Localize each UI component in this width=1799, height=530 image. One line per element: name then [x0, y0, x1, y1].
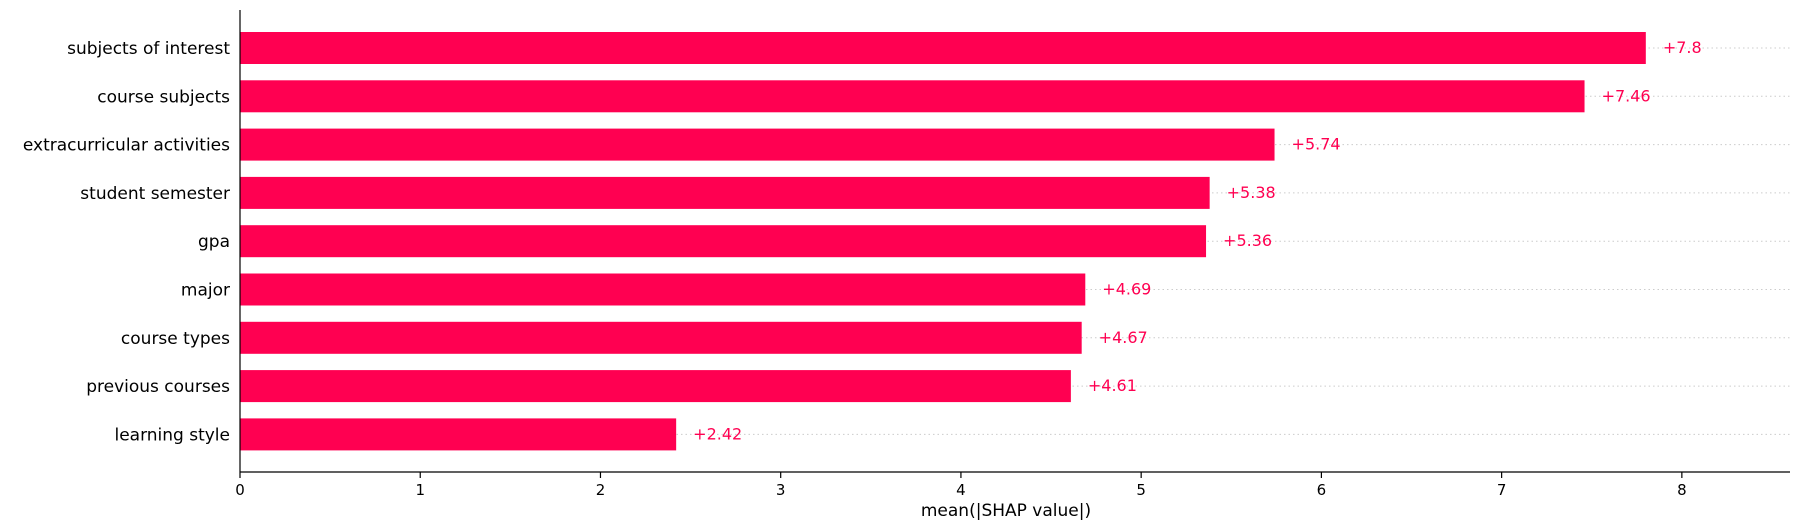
bar: [240, 321, 1082, 354]
x-tick-label: 6: [1317, 481, 1327, 499]
axes: [239, 10, 1790, 473]
data-label: +4.67: [1099, 328, 1148, 347]
data-label: +2.42: [693, 424, 742, 443]
x-tick-label: 8: [1677, 481, 1687, 499]
x-ticks: 0 1 2 3 4 5 6 7 8: [235, 472, 1687, 499]
data-labels: +7.8 +7.46 +5.74 +5.38 +5.36 +4.69 +4.67 +4.61 +…: [693, 38, 1702, 443]
data-label: +4.61: [1088, 376, 1137, 395]
category-label: course types: [121, 329, 230, 349]
bar: [240, 273, 1086, 306]
category-label: learning style: [114, 425, 230, 445]
category-labels: subjects of interest course subjects extra…: [23, 39, 230, 445]
bar: [240, 225, 1207, 258]
bars-group: [240, 32, 1646, 451]
x-axis-label: mean(|SHAP value|): [921, 501, 1091, 521]
bar: [240, 128, 1275, 161]
category-label: gpa: [198, 232, 230, 252]
data-label: +7.8: [1663, 38, 1702, 57]
bar: [240, 418, 677, 451]
x-tick-label: 4: [956, 481, 966, 499]
data-label: +5.36: [1223, 231, 1272, 250]
bar: [240, 176, 1210, 209]
data-label: +5.74: [1292, 135, 1341, 154]
x-tick-label: 2: [596, 481, 606, 499]
data-label: +4.69: [1102, 280, 1151, 299]
x-tick-label: 1: [415, 481, 425, 499]
category-label: major: [181, 281, 230, 301]
category-label: extracurricular activities: [23, 136, 230, 156]
x-tick-label: 3: [776, 481, 786, 499]
category-label: subjects of interest: [67, 39, 230, 59]
category-label: previous courses: [86, 377, 230, 397]
x-tick-label: 0: [235, 481, 245, 499]
x-tick-label: 5: [1136, 481, 1146, 499]
bar: [240, 370, 1071, 403]
bar: [240, 32, 1646, 64]
category-label: course subjects: [97, 87, 230, 107]
x-tick-label: 7: [1497, 481, 1507, 499]
data-label: +5.38: [1227, 183, 1276, 202]
category-label: student semester: [80, 184, 230, 204]
data-label: +7.46: [1602, 86, 1651, 105]
bar: [240, 80, 1585, 113]
